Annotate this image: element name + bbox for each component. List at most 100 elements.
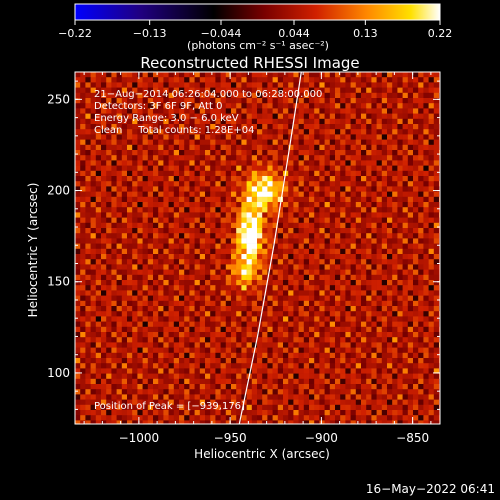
heatmap-cell xyxy=(392,191,398,198)
heatmap-cell xyxy=(121,212,128,218)
heatmap-cell xyxy=(355,269,362,276)
heatmap-cell xyxy=(215,384,221,390)
heatmap-cell xyxy=(225,191,232,198)
heatmap-cell xyxy=(127,103,133,109)
annotation-time-range: 21−Aug−2014 06:26:04.000 to 06:28:00.000 xyxy=(94,89,322,100)
heatmap-cell xyxy=(205,248,211,255)
heatmap-cell xyxy=(381,316,388,322)
heatmap-cell xyxy=(413,222,419,229)
heatmap-cell xyxy=(111,191,117,198)
heatmap-cell xyxy=(210,347,216,354)
heatmap-cell xyxy=(340,77,346,83)
heatmap-cell xyxy=(95,269,102,276)
heatmap-cell xyxy=(147,321,154,328)
heatmap-cell xyxy=(355,238,362,244)
heatmap-cell xyxy=(397,404,403,411)
heatmap-cell xyxy=(194,87,201,94)
heatmap-cell xyxy=(262,280,268,286)
heatmap-cell xyxy=(205,259,211,265)
heatmap-cell xyxy=(231,264,237,270)
heatmap-cell xyxy=(205,196,211,203)
heatmap-cell xyxy=(428,358,435,364)
heatmap-cell xyxy=(293,358,299,364)
heatmap-cell xyxy=(387,337,393,343)
heatmap-cell xyxy=(324,368,331,374)
heatmap-cell xyxy=(225,108,232,114)
heatmap-cell xyxy=(173,248,180,255)
heatmap-cell xyxy=(127,238,133,244)
heatmap-cell xyxy=(163,326,169,333)
heatmap-cell xyxy=(423,160,429,166)
heatmap-cell xyxy=(168,212,175,218)
heatmap-cell xyxy=(173,77,180,83)
heatmap-cell xyxy=(225,332,232,338)
heatmap-cell xyxy=(428,176,435,182)
heatmap-cell xyxy=(267,207,273,213)
heatmap-cell xyxy=(85,352,91,359)
heatmap-cell xyxy=(173,103,180,109)
heatmap-cell xyxy=(246,420,253,424)
heatmap-cell xyxy=(324,352,331,359)
heatmap-cell xyxy=(215,415,221,421)
heatmap-cell xyxy=(147,384,154,390)
heatmap-cell xyxy=(407,248,414,255)
heatmap-cell xyxy=(220,248,227,255)
heatmap-cell xyxy=(428,82,435,88)
heatmap-cell xyxy=(236,285,242,291)
heatmap-cell xyxy=(127,207,133,213)
heatmap-cell xyxy=(387,108,393,114)
heatmap-cell xyxy=(194,394,201,400)
heatmap-cell xyxy=(335,238,341,244)
heatmap-cell xyxy=(210,150,216,156)
heatmap-cell xyxy=(236,306,242,312)
heatmap-cell xyxy=(137,196,143,203)
heatmap-cell xyxy=(335,165,341,172)
heatmap-cell xyxy=(303,72,310,78)
heatmap-cell xyxy=(137,394,143,400)
heatmap-cell xyxy=(116,181,123,187)
heatmap-cell xyxy=(85,134,91,140)
heatmap-cell xyxy=(127,373,133,380)
heatmap-cell xyxy=(75,155,81,161)
heatmap-cell xyxy=(355,404,362,411)
heatmap-cell xyxy=(158,373,164,380)
heatmap-cell xyxy=(251,316,258,322)
heatmap-cell xyxy=(418,311,424,317)
heatmap-cell xyxy=(173,358,180,364)
heatmap-cell xyxy=(366,181,372,187)
heatmap-cell xyxy=(173,337,180,343)
heatmap-cell xyxy=(309,311,315,317)
heatmap-cell xyxy=(205,165,211,172)
heatmap-cell xyxy=(168,321,175,328)
heatmap-cell xyxy=(246,228,253,234)
heatmap-cell xyxy=(111,202,117,208)
heatmap-cell xyxy=(173,238,180,244)
heatmap-cell xyxy=(189,347,195,354)
heatmap-cell xyxy=(423,259,429,265)
heatmap-cell xyxy=(387,415,393,421)
heatmap-cell xyxy=(423,113,429,120)
heatmap-cell xyxy=(324,306,331,312)
heatmap-cell xyxy=(381,306,388,312)
heatmap-cell xyxy=(376,72,383,78)
heatmap-cell xyxy=(127,269,133,276)
heatmap-cell xyxy=(75,316,81,322)
heatmap-cell xyxy=(392,326,398,333)
heatmap-cell xyxy=(199,165,206,172)
heatmap-cell xyxy=(257,404,263,411)
heatmap-cell xyxy=(163,363,169,369)
heatmap-cell xyxy=(392,113,398,120)
heatmap-cell xyxy=(147,342,154,348)
heatmap-cell xyxy=(142,160,149,166)
heatmap-cell xyxy=(95,399,102,406)
heatmap-cell xyxy=(418,170,424,177)
heatmap-cell xyxy=(428,295,435,302)
heatmap-cell xyxy=(142,410,149,416)
heatmap-cell xyxy=(433,300,440,307)
heatmap-cell xyxy=(267,134,273,140)
heatmap-cell xyxy=(350,394,357,400)
heatmap-cell xyxy=(397,269,403,276)
heatmap-cell xyxy=(392,212,398,218)
heatmap-cell xyxy=(210,264,216,270)
heatmap-cell xyxy=(101,207,107,213)
